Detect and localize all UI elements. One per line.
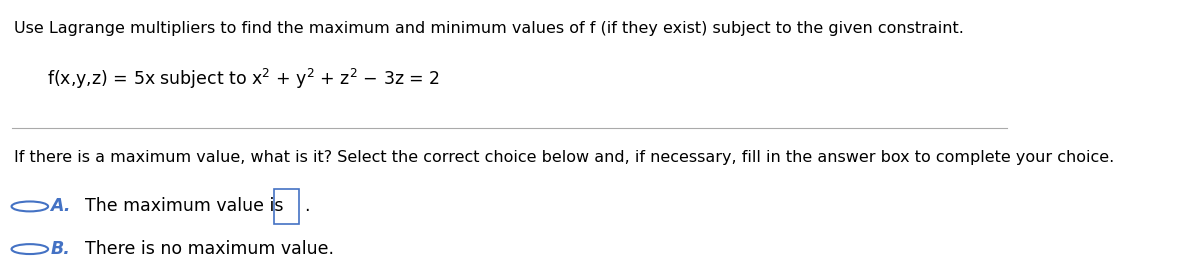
Text: Use Lagrange multipliers to find the maximum and minimum values of f (if they ex: Use Lagrange multipliers to find the max… <box>13 21 964 36</box>
Text: The maximum value is: The maximum value is <box>85 197 283 215</box>
Text: f(x,y,z) = 5x subject to x$^2$ + y$^2$ + z$^2$ $-$ 3z = 2: f(x,y,z) = 5x subject to x$^2$ + y$^2$ +… <box>47 66 440 91</box>
FancyBboxPatch shape <box>274 188 299 224</box>
Text: If there is a maximum value, what is it? Select the correct choice below and, if: If there is a maximum value, what is it?… <box>13 150 1114 165</box>
Text: There is no maximum value.: There is no maximum value. <box>85 240 334 258</box>
Text: B.: B. <box>50 240 70 258</box>
Text: .: . <box>304 197 310 215</box>
Text: A.: A. <box>50 197 71 215</box>
